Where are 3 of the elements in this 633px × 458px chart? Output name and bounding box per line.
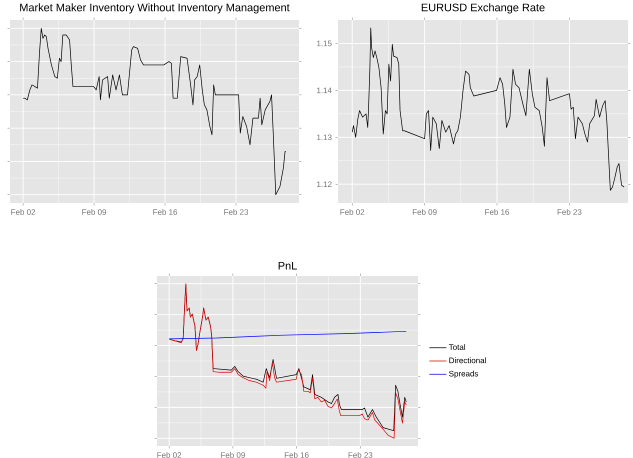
chart-title: PnL: [278, 262, 297, 270]
chart-title: EURUSD Exchange Rate: [422, 3, 545, 14]
chart-title: Market Maker Inventory Without Inventory Management: [20, 3, 290, 14]
